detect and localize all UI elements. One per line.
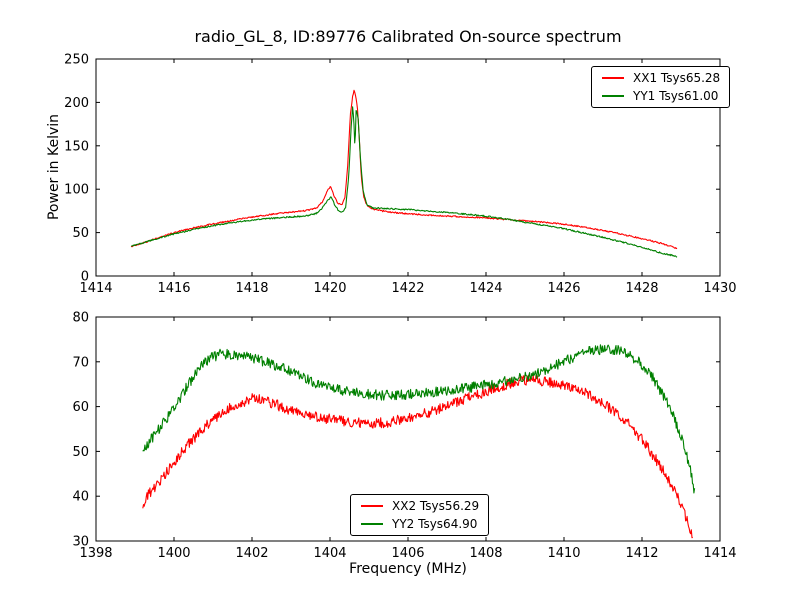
y-tick-label: 70	[72, 355, 89, 370]
x-tick-label: 1426	[547, 281, 580, 296]
series-line-xx2	[142, 374, 694, 539]
x-tick-label: 1408	[469, 546, 502, 561]
y-tick-label: 100	[64, 183, 89, 198]
bottom-x-axis-label: Frequency (MHz)	[349, 561, 467, 577]
top-y-axis-label: Power in Kelvin	[46, 113, 62, 221]
legend-label-xx2: XX2 Tsys56.29	[392, 499, 480, 513]
y-tick-label: 250	[64, 53, 89, 68]
y-tick-label: 50	[72, 445, 89, 460]
x-tick-label: 1418	[235, 281, 268, 296]
legend-entry-xx2: XX2 Tsys56.29	[361, 499, 479, 513]
y-tick-label: 30	[72, 535, 89, 550]
legend-line-sample-xx1	[602, 77, 624, 79]
x-tick-label: 1414	[79, 281, 112, 296]
legend-entry-yy1: YY1 Tsys61.00	[602, 89, 720, 103]
y-tick-label: 200	[64, 96, 89, 111]
x-tick-label: 1430	[703, 281, 736, 296]
x-tick-label: 1416	[157, 281, 190, 296]
legend-bottom: XX2 Tsys56.29 YY2 Tsys64.90	[350, 494, 490, 536]
y-tick-label: 0	[81, 270, 89, 285]
x-tick-label: 1404	[313, 546, 346, 561]
y-tick-label: 80	[72, 311, 89, 326]
legend-top: XX1 Tsys65.28 YY1 Tsys61.00	[591, 66, 731, 108]
legend-line-sample-xx2	[361, 505, 383, 507]
y-tick-label: 50	[72, 226, 89, 241]
legend-line-sample-yy1	[602, 95, 624, 97]
x-tick-label: 1424	[469, 281, 502, 296]
x-tick-label: 1412	[625, 546, 658, 561]
x-tick-label: 1400	[157, 546, 190, 561]
x-tick-label: 1422	[391, 281, 424, 296]
y-tick-label: 40	[72, 490, 89, 505]
legend-line-sample-yy2	[361, 523, 383, 525]
series-line-yy1	[131, 106, 678, 258]
x-tick-label: 1402	[235, 546, 268, 561]
x-tick-label: 1420	[313, 281, 346, 296]
legend-entry-xx1: XX1 Tsys65.28	[602, 71, 720, 85]
y-tick-label: 60	[72, 400, 89, 415]
plot-title: radio_GL_8, ID:89776 Calibrated On-sourc…	[194, 27, 622, 46]
series-line-xx1	[130, 89, 678, 250]
x-tick-label: 1406	[391, 546, 424, 561]
legend-label-yy2: YY2 Tsys64.90	[392, 517, 478, 531]
x-tick-label: 1428	[625, 281, 658, 296]
legend-label-yy1: YY1 Tsys61.00	[633, 89, 719, 103]
x-tick-label: 1398	[79, 546, 112, 561]
legend-label-xx1: XX1 Tsys65.28	[633, 71, 721, 85]
series-line-yy2	[142, 344, 696, 494]
x-tick-label: 1410	[547, 546, 580, 561]
x-tick-label: 1414	[703, 546, 736, 561]
y-tick-label: 150	[64, 139, 89, 154]
legend-entry-yy2: YY2 Tsys64.90	[361, 517, 479, 531]
